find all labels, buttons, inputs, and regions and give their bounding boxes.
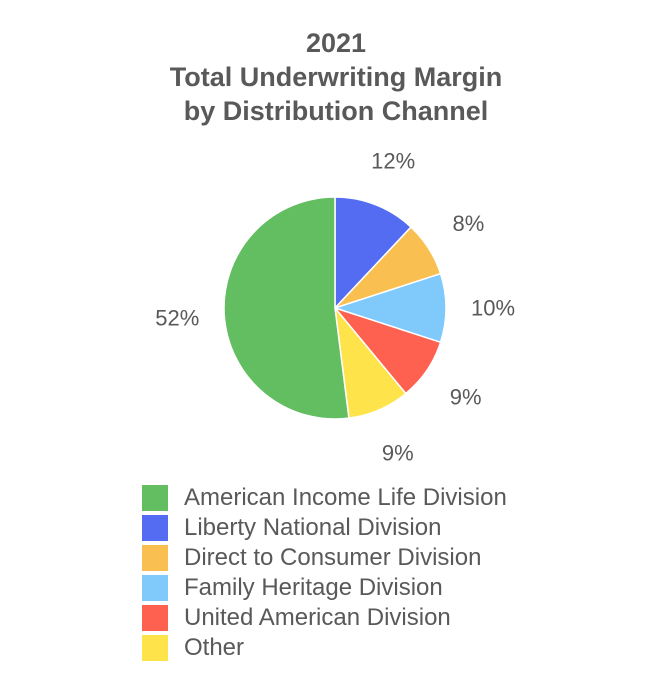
legend-item-liberty-national: Liberty National Division <box>142 513 507 543</box>
pie-slice-liberty-national <box>334 196 413 310</box>
pie-label-other: 9% <box>382 441 414 466</box>
chart-title-line-sub: by Distribution Channel <box>183 96 489 126</box>
legend-label-other: Other <box>184 634 245 661</box>
pie-label-family-heritage: 10% <box>471 296 515 321</box>
pie-label-direct-to-consumer: 8% <box>453 211 485 236</box>
legend-item-direct-to-consumer: Direct to Consumer Division <box>142 543 507 573</box>
chart-title-line-main: Total Underwriting Margin <box>169 62 503 92</box>
legend-swatch-liberty-national <box>142 515 168 541</box>
pie-slice-american-income <box>223 196 350 420</box>
legend-swatch-direct-to-consumer <box>142 545 168 571</box>
chart-legend: American Income Life Division Liberty Na… <box>142 483 507 663</box>
legend-label-american-income: American Income Life Division <box>184 484 507 511</box>
pie-label-liberty-national: 12% <box>371 149 415 174</box>
legend-label-direct-to-consumer: Direct to Consumer Division <box>184 544 482 571</box>
chart-title-line-year: 2021 <box>305 28 367 58</box>
pie-label-american-income: 52% <box>155 305 199 330</box>
legend-item-american-income: American Income Life Division <box>142 483 507 513</box>
chart-title: 2021 Total Underwriting Margin by Distri… <box>0 26 672 128</box>
legend-swatch-american-income <box>142 485 168 511</box>
legend-item-family-heritage: Family Heritage Division <box>142 573 507 603</box>
legend-swatch-united-american <box>142 605 168 631</box>
legend-label-family-heritage: Family Heritage Division <box>184 574 443 601</box>
legend-swatch-other <box>142 635 168 661</box>
pie-label-united-american: 9% <box>450 384 482 409</box>
legend-label-united-american: United American Division <box>184 604 451 631</box>
legend-item-other: Other <box>142 633 507 663</box>
legend-item-united-american: United American Division <box>142 603 507 633</box>
legend-swatch-family-heritage <box>142 575 168 601</box>
legend-label-liberty-national: Liberty National Division <box>184 514 442 541</box>
